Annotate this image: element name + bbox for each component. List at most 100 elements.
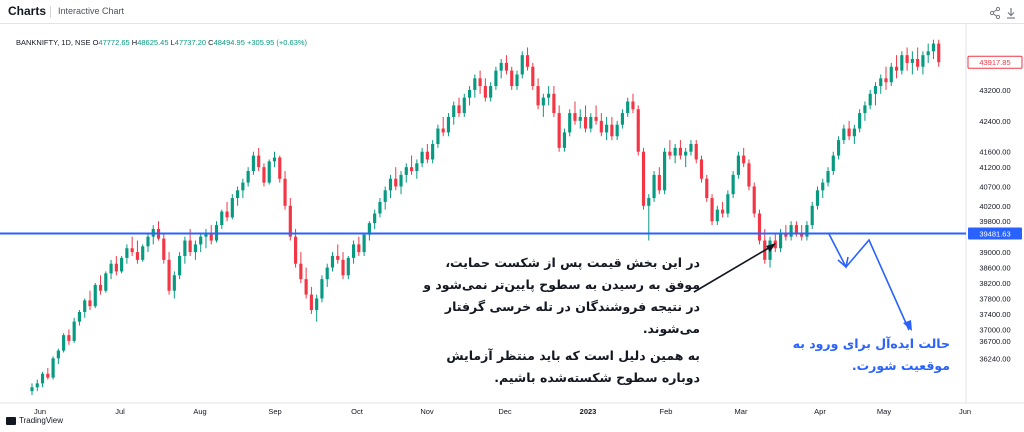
candle-body <box>483 86 487 98</box>
candle-body <box>879 78 883 87</box>
candle-body <box>900 55 904 71</box>
share-icon[interactable] <box>988 5 1002 20</box>
candle-body <box>736 155 740 175</box>
candle-body <box>805 225 809 237</box>
x-tick-label: Jun <box>959 407 971 416</box>
candle-body <box>668 151 672 156</box>
candle-body <box>694 143 698 160</box>
support-line[interactable]: 39481.63 43917.85 <box>0 55 1023 240</box>
support-price-label: 39481.63 <box>979 230 1010 239</box>
candle-body <box>615 124 619 137</box>
candle-body <box>757 213 762 241</box>
candle-body <box>209 232 213 241</box>
candle-body <box>325 267 329 280</box>
close-label: C <box>208 38 214 47</box>
x-tick-label: May <box>877 407 891 416</box>
candle-body <box>810 205 814 226</box>
candle-body <box>715 209 719 222</box>
candle-body <box>304 279 308 295</box>
candle-body <box>436 128 440 144</box>
candle-body <box>220 211 224 226</box>
candle-body <box>77 311 82 322</box>
arrow-head <box>903 320 912 331</box>
candle-body <box>46 373 50 378</box>
y-tick-label: 40200.00 <box>979 202 1010 211</box>
tradingview-logo-icon <box>6 416 16 425</box>
x-tick-label: Nov <box>420 407 434 416</box>
footer: TradingView <box>6 416 63 430</box>
y-tick-label: 41600.00 <box>979 148 1010 157</box>
candle-body <box>114 263 118 272</box>
candle-body <box>72 321 76 341</box>
candle-body <box>441 128 445 133</box>
x-tick-label: Aug <box>193 407 206 416</box>
candle-body <box>541 97 545 106</box>
download-icon[interactable] <box>1004 5 1018 19</box>
candle-body <box>309 294 313 311</box>
candle-body <box>831 155 835 172</box>
x-tick-label: Jul <box>115 407 125 416</box>
candle-body <box>794 225 798 233</box>
candle-body <box>852 128 856 137</box>
candle-body <box>916 59 920 67</box>
candle-body <box>747 163 751 187</box>
grid <box>0 24 1024 404</box>
top-bar: Charts Interactive Chart <box>0 0 1024 24</box>
candle-body <box>146 236 150 247</box>
y-tick-label: 36700.00 <box>979 337 1010 346</box>
candle-body <box>394 178 398 187</box>
candle-body <box>589 116 593 129</box>
candle-body <box>51 358 55 378</box>
candle-body <box>573 113 577 121</box>
high-label: H <box>131 38 138 47</box>
candle-body <box>699 159 704 179</box>
divider <box>50 6 51 18</box>
y-tick-label: 36240.00 <box>979 355 1010 364</box>
candle-body <box>388 178 393 191</box>
y-tick-label: 41200.00 <box>979 163 1010 172</box>
candle-body <box>568 113 572 133</box>
candlestick-chart[interactable]: 39481.63 43917.85 36240.00 36700.00 37000.0… <box>0 24 1024 416</box>
candle-body <box>251 155 255 172</box>
arrow-short-path <box>828 233 910 331</box>
last-price-tag <box>967 55 1023 69</box>
x-tick-label: Sep <box>268 407 281 416</box>
candle-body <box>420 151 424 164</box>
candle-body <box>130 248 134 253</box>
candle-body <box>547 93 551 98</box>
candle-body <box>125 248 129 258</box>
candle-body <box>362 234 366 253</box>
candle-body <box>241 182 245 191</box>
candle-body <box>631 101 635 110</box>
candle-body <box>373 213 377 224</box>
candle-body <box>525 55 530 67</box>
candle-body <box>404 167 408 175</box>
x-tick-label: Feb <box>660 407 673 416</box>
footer-brand: TradingView <box>19 416 64 425</box>
candle-body <box>336 255 340 260</box>
open-label: O <box>92 38 99 47</box>
candle-body <box>536 86 540 106</box>
candle-body <box>351 244 356 258</box>
candle-body <box>425 151 429 160</box>
y-tick-label: 43200.00 <box>979 86 1010 95</box>
candle-body <box>742 155 746 164</box>
annotation-bear-trap: در این بخش قیمت پس از شکست حمایت، موفق ب… <box>423 255 700 336</box>
candle-body <box>636 109 640 152</box>
candle-body <box>905 55 909 63</box>
symbol-name: BANKNIFTY, 1D, NSE <box>16 38 91 47</box>
candle-body <box>88 300 92 307</box>
candle-body <box>415 163 419 172</box>
candle-body <box>926 51 930 56</box>
candle-body <box>721 209 725 214</box>
candle-body <box>863 105 867 114</box>
candle-body <box>531 66 535 87</box>
y-tick-label: 38200.00 <box>979 279 1010 288</box>
candle-body <box>842 128 846 141</box>
candle-body <box>726 194 730 214</box>
y-tick-label: 39800.00 <box>979 217 1010 226</box>
candle-body <box>620 113 625 125</box>
candle-body <box>236 190 240 199</box>
candle-body <box>647 198 651 206</box>
candle-body <box>257 155 261 168</box>
